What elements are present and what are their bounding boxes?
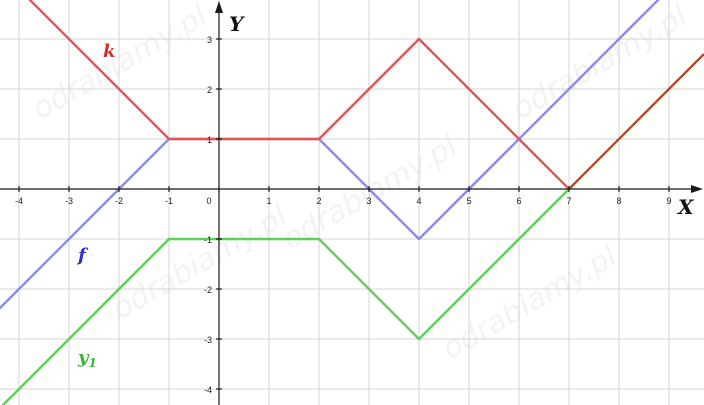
tick-labels: -4 -3 -2 -1 0 1 2 3 4 5 6 7 8 9 3 2 1 -1 -2 -3 -4	[15, 35, 672, 395]
y-axis-arrow	[215, 1, 223, 13]
x-tick-label: 3	[366, 196, 371, 206]
x-tick-label: 9	[666, 196, 671, 206]
watermark-layer: odrabiamy.plodrabiamy.plodrabiamy.plodra…	[27, 0, 694, 367]
y-tick-label: 2	[207, 85, 212, 95]
x-tick-label: 2	[316, 196, 321, 206]
x-tick-label: 8	[616, 196, 621, 206]
series-label-name: k	[103, 41, 115, 62]
watermark-text: odrabiamy.pl	[507, 0, 694, 127]
x-tick-label: -1	[165, 196, 173, 206]
y-tick-label: -2	[204, 285, 212, 295]
series-label-subscript: 1	[88, 356, 96, 370]
x-tick-label: 6	[516, 196, 521, 206]
series-label-name: f	[76, 245, 89, 266]
y-tick-label: -1	[204, 235, 212, 245]
x-tick-label: 1	[266, 196, 271, 206]
y-axis-label: Y	[229, 12, 245, 36]
x-tick-label: 5	[466, 196, 471, 206]
y-tick-label: -4	[204, 385, 212, 395]
series-label-y1: y1	[77, 347, 97, 370]
x-tick-label: -2	[115, 196, 123, 206]
y-tick-label: 1	[207, 135, 212, 145]
watermark-text: odrabiamy.pl	[107, 199, 294, 327]
x-axis-arrow	[691, 185, 703, 193]
series-line-y1	[1, 188, 570, 405]
watermark-text: odrabiamy.pl	[27, 0, 214, 127]
x-tick-label: 7	[566, 196, 571, 206]
series-label-k: k	[103, 41, 115, 62]
watermark-text: odrabiamy.pl	[277, 129, 464, 257]
x-axis-label: X	[676, 195, 695, 219]
x-tick-label: 0	[206, 196, 211, 206]
series-labels: f k y1	[76, 41, 115, 370]
y-tick-label: 3	[207, 35, 212, 45]
series-label-f: f	[76, 245, 89, 266]
x-tick-label: 4	[416, 196, 421, 206]
watermark-text: odrabiamy.pl	[437, 239, 624, 367]
series-line-k	[28, 0, 570, 190]
x-tick-label: -4	[15, 196, 23, 206]
series-line-tail	[568, 53, 704, 190]
x-tick-label: -3	[65, 196, 73, 206]
series-label-name: y	[77, 347, 90, 368]
y-tick-label: -3	[204, 335, 212, 345]
